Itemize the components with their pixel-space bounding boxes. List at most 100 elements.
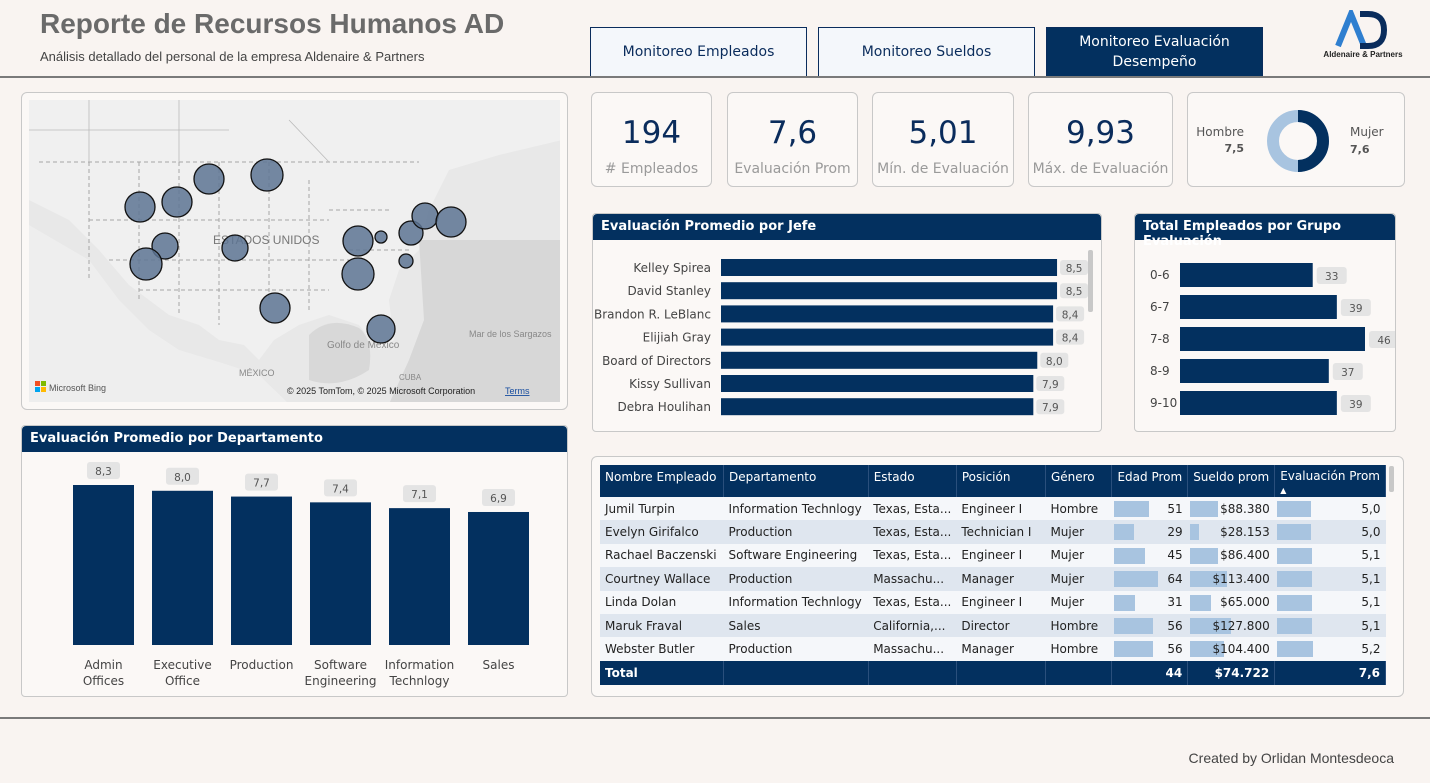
table-row[interactable]: Jumil Turpin Information Technlogy Texas, …: [600, 497, 1386, 521]
cell-sueldo: $104.400: [1188, 637, 1275, 660]
bar[interactable]: [721, 305, 1054, 323]
map-terms-link[interactable]: Terms: [505, 386, 530, 396]
cell-estado: Texas, Esta...: [873, 595, 952, 610]
cell-value: 5,0: [1361, 501, 1381, 516]
table-row[interactable]: Linda Dolan Information Technlogy Texas, E…: [600, 590, 1386, 614]
data-label-bg: [1340, 395, 1371, 412]
employee-table[interactable]: Nombre Empleado Departamento Estado Posi…: [600, 465, 1386, 685]
data-label-bg: [324, 479, 357, 497]
gender-male-value: 7,5: [1225, 142, 1245, 155]
chart-grupo-title: Total Empleados por Grupo Evaluación: [1135, 214, 1395, 249]
bar[interactable]: [152, 490, 213, 645]
table-row[interactable]: Evelyn Girifalco Production Texas, Esta...…: [600, 520, 1386, 544]
col-header-posicion[interactable]: Posición: [956, 465, 1046, 497]
col-header-evaluacion[interactable]: Evaluación Prom ▲: [1274, 465, 1386, 497]
table-row[interactable]: Webster Butler Production Massachu... Manag…: [600, 637, 1386, 661]
bar[interactable]: [721, 398, 1034, 416]
map-bubble: [342, 225, 374, 257]
total-empty-cell: [956, 660, 1046, 685]
bar[interactable]: [721, 259, 1058, 276]
map-bubble: [411, 202, 439, 230]
tab-label-line1: Monitoreo Evaluación: [1079, 34, 1230, 50]
cell-value: 29: [1167, 525, 1183, 540]
bar-category-label: 9-10: [1150, 396, 1177, 410]
col-header-nombre[interactable]: Nombre Empleado: [600, 465, 725, 497]
data-label-bg: [1340, 299, 1371, 316]
col-header-departamento[interactable]: Departamento: [723, 465, 869, 497]
bar[interactable]: [1180, 263, 1313, 287]
bar-category-label: Brandon R. LeBlanc: [594, 307, 711, 321]
cell-nombre: Courtney Wallace: [605, 571, 711, 586]
map-panel[interactable]: ESTADOS UNIDOS Golfo de México MÉXICO CU…: [21, 92, 568, 410]
cell-value: $65.000: [1220, 595, 1270, 610]
tab-monitoreo-evaluacion[interactable]: Monitoreo Evaluación Desempeño: [1046, 27, 1263, 77]
bar[interactable]: [73, 485, 134, 645]
logo-text: Aldenaire & Partners: [1323, 50, 1403, 59]
cell-value: $88.380: [1220, 501, 1270, 516]
map-bubble: [193, 163, 225, 195]
col-header-edad[interactable]: Edad Prom: [1111, 465, 1189, 497]
cell-value: $28.153: [1220, 525, 1270, 540]
total-evaluacion: 7,6: [1274, 660, 1386, 685]
cell-genero: Mujer: [1050, 548, 1085, 563]
map-copyright: © 2025 TomTom, © 2025 Microsoft Corporat…: [287, 386, 475, 396]
data-label: 8,5: [1066, 286, 1083, 298]
bar[interactable]: [1180, 391, 1337, 415]
total-empty-cell: [868, 660, 957, 685]
table-row[interactable]: Rachael Baczenski Software Engineering Tex…: [600, 543, 1386, 568]
data-label: 39: [1349, 303, 1362, 315]
total-label: Total: [600, 660, 725, 685]
bar[interactable]: [721, 328, 1054, 346]
bar[interactable]: [1180, 327, 1365, 351]
bar-category-label: David Stanley: [627, 284, 711, 298]
cell-value: 56: [1167, 618, 1183, 633]
map-bubble: [129, 247, 163, 281]
table-row[interactable]: Maruk Fraval Sales California,... Director H…: [600, 613, 1386, 638]
bar[interactable]: [389, 508, 450, 645]
gender-donut-card[interactable]: Hombre 7,5 Mujer 7,6: [1187, 92, 1405, 187]
cell-genero: Mujer: [1050, 595, 1085, 610]
col-header-genero[interactable]: Género: [1045, 465, 1113, 497]
chart-depto-panel: Evaluación Promedio por Departamento 8,3…: [21, 425, 568, 697]
tab-monitoreo-empleados[interactable]: Monitoreo Empleados: [590, 27, 807, 77]
table-scrollbar[interactable]: [1389, 466, 1394, 492]
cell-value: 51: [1167, 501, 1183, 516]
col-header-estado[interactable]: Estado: [868, 465, 957, 497]
cell-edad: 29: [1112, 520, 1188, 543]
tab-monitoreo-sueldos[interactable]: Monitoreo Sueldos: [818, 27, 1035, 77]
bar[interactable]: [721, 375, 1034, 392]
cell-value: $104.400: [1212, 642, 1270, 657]
data-label-bg: [1036, 399, 1065, 415]
kpi-max-evaluacion: 9,93 Máx. de Evaluación: [1028, 92, 1173, 187]
total-empty-cell: [1045, 660, 1113, 685]
table-row[interactable]: Courtney Wallace Production Massachu... Man…: [600, 567, 1386, 591]
chart-jefe[interactable]: Kelley Spirea 8,5 David Stanley 8,5 Brandon …: [593, 240, 1101, 430]
bar-category-label: 6-7: [1150, 300, 1170, 314]
data-bar: [1113, 571, 1159, 588]
cell-posicion: Manager: [961, 571, 1014, 586]
data-bar: [1189, 641, 1224, 658]
bar-category-label: 0-6: [1150, 268, 1170, 282]
map-bubble: [124, 191, 156, 223]
chart-depto[interactable]: 8,3 Admin Offices 8,0 Executive Office 7,7 Prod…: [22, 452, 567, 696]
chart-grupo[interactable]: 0-6 33 6-7 39 7-8 46 8-9 37 9-10 39: [1135, 240, 1395, 430]
cell-departamento: Information Technlogy: [728, 595, 862, 610]
bar[interactable]: [231, 496, 292, 645]
bar[interactable]: [721, 282, 1058, 300]
map-canvas[interactable]: ESTADOS UNIDOS Golfo de México MÉXICO CU…: [29, 100, 560, 402]
chart-jefe-scrollbar[interactable]: [1088, 250, 1093, 312]
data-bar: [1113, 524, 1134, 541]
bar[interactable]: [721, 351, 1038, 369]
cell-value: 31: [1167, 595, 1183, 610]
bar[interactable]: [310, 502, 371, 645]
bar-category-label: Elijiah Gray: [643, 331, 711, 345]
cell-sueldo: $127.800: [1188, 614, 1275, 637]
bar[interactable]: [468, 511, 529, 645]
bar[interactable]: [1180, 359, 1329, 383]
bar[interactable]: [1180, 295, 1337, 319]
col-header-sueldo[interactable]: Sueldo prom: [1187, 465, 1276, 497]
kpi-label: Mín. de Evaluación: [877, 161, 1009, 177]
total-sueldo: $74.722: [1187, 660, 1276, 685]
cell-value: 56: [1167, 642, 1183, 657]
cell-value: $86.400: [1220, 548, 1270, 563]
